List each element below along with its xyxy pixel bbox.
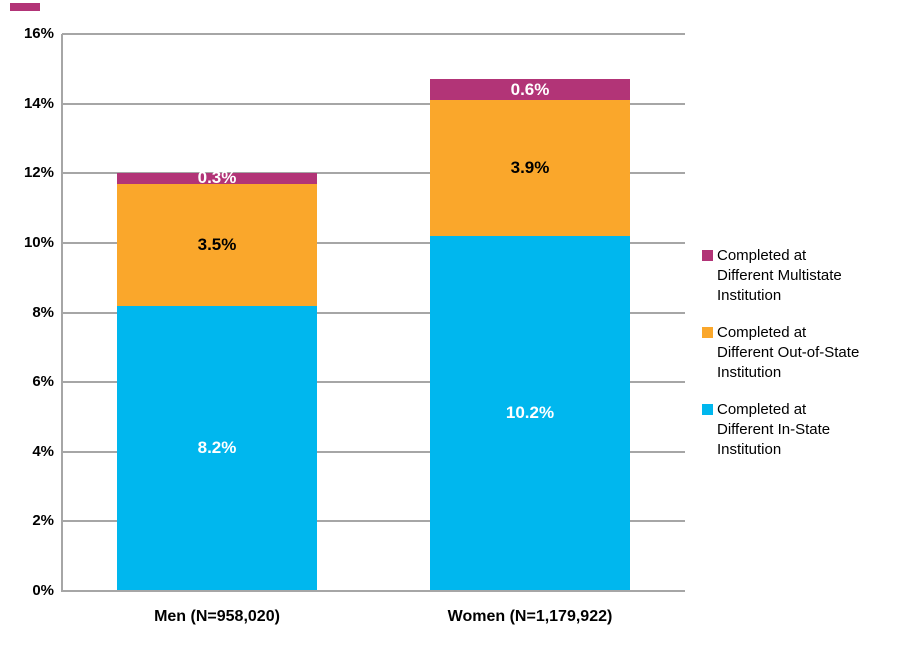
segment-label: 0.6% <box>510 79 550 99</box>
segment-label: 10.2% <box>505 403 555 423</box>
bar-women: 10.2% 3.9% 0.6% <box>430 34 630 591</box>
gridline <box>62 33 685 35</box>
y-tick-label: 12% <box>23 164 54 182</box>
y-axis-line <box>61 34 63 592</box>
legend-swatch <box>702 250 713 261</box>
legend-item: Completed at Different Out-of-State Inst… <box>702 323 897 383</box>
segment-label: 3.5% <box>197 234 237 254</box>
legend-swatch <box>702 404 713 415</box>
gridline <box>62 102 685 105</box>
gridline <box>62 450 685 453</box>
gridline <box>62 381 685 384</box>
bar-segment: 3.5% <box>117 183 317 306</box>
bar-segment: 0.6% <box>430 79 630 101</box>
gridline <box>62 520 685 523</box>
bar-segment: 10.2% <box>430 235 630 591</box>
bar-segment: 3.9% <box>430 100 630 236</box>
y-tick-label: 4% <box>32 442 54 460</box>
bar-segment: 8.2% <box>117 305 317 591</box>
legend-label: Completed at Different Multistate Instit… <box>717 247 842 304</box>
gridline <box>62 172 685 175</box>
legend-item: Completed at Different In-State Institut… <box>702 400 897 460</box>
segment-label: 8.2% <box>197 438 237 458</box>
legend-label: Completed at Different In-State Institut… <box>717 401 831 458</box>
gridline <box>62 590 685 592</box>
y-tick-label: 0% <box>32 582 54 599</box>
y-tick-label: 14% <box>23 94 54 112</box>
bar-segment: 0.3% <box>117 168 317 187</box>
y-tick-label: 16% <box>23 25 54 42</box>
gridline <box>62 311 685 314</box>
y-tick-label: 6% <box>32 373 54 391</box>
y-tick-label: 10% <box>23 233 54 251</box>
legend-item: Completed at Different Multistate Instit… <box>702 246 897 306</box>
y-tick-label: 2% <box>32 512 54 530</box>
legend-label: Completed at Different Out-of-State Inst… <box>717 324 860 381</box>
legend: Completed at Different Multistate Instit… <box>702 246 897 477</box>
segment-label: 0.3% <box>197 168 237 188</box>
legend-swatch <box>702 327 713 338</box>
corner-artifact-mark <box>10 3 40 11</box>
x-category-label: Men (N=958,020) <box>154 608 280 625</box>
x-category-label: Women (N=1,179,922) <box>447 608 613 625</box>
y-tick-label: 8% <box>32 303 54 321</box>
segment-label: 3.9% <box>510 158 550 178</box>
plot-area: 8.2% 3.5% 0.3% 10.2% 3.9% 0.6% <box>62 33 685 592</box>
bar-men: 8.2% 3.5% 0.3% <box>117 34 317 591</box>
gridline <box>62 241 685 244</box>
